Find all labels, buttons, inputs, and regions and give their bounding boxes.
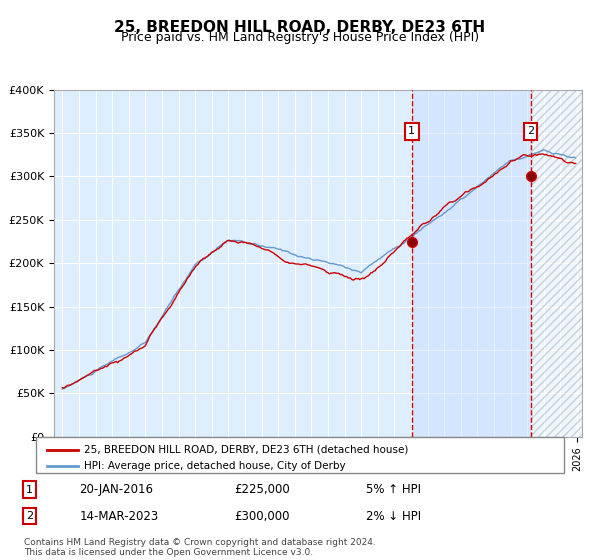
Text: £300,000: £300,000 xyxy=(234,510,289,522)
Text: 2% ↓ HPI: 2% ↓ HPI xyxy=(366,510,421,522)
Text: Contains HM Land Registry data © Crown copyright and database right 2024.
This d: Contains HM Land Registry data © Crown c… xyxy=(24,538,376,557)
Text: 5% ↑ HPI: 5% ↑ HPI xyxy=(366,483,421,496)
Text: 25, BREEDON HILL ROAD, DERBY, DE23 6TH: 25, BREEDON HILL ROAD, DERBY, DE23 6TH xyxy=(115,20,485,35)
Text: HPI: Average price, detached house, City of Derby: HPI: Average price, detached house, City… xyxy=(83,461,345,471)
Text: 1: 1 xyxy=(26,484,33,494)
Text: 25, BREEDON HILL ROAD, DERBY, DE23 6TH (detached house): 25, BREEDON HILL ROAD, DERBY, DE23 6TH (… xyxy=(83,445,408,455)
Bar xyxy=(412,90,530,437)
Text: Price paid vs. HM Land Registry's House Price Index (HPI): Price paid vs. HM Land Registry's House … xyxy=(121,31,479,44)
FancyBboxPatch shape xyxy=(36,437,564,473)
Text: 14-MAR-2023: 14-MAR-2023 xyxy=(79,510,158,522)
Text: 1: 1 xyxy=(409,126,415,136)
Text: 2: 2 xyxy=(527,126,534,136)
Text: £225,000: £225,000 xyxy=(234,483,290,496)
Bar xyxy=(530,90,586,437)
Text: 20-JAN-2016: 20-JAN-2016 xyxy=(79,483,153,496)
Text: 2: 2 xyxy=(26,511,33,521)
